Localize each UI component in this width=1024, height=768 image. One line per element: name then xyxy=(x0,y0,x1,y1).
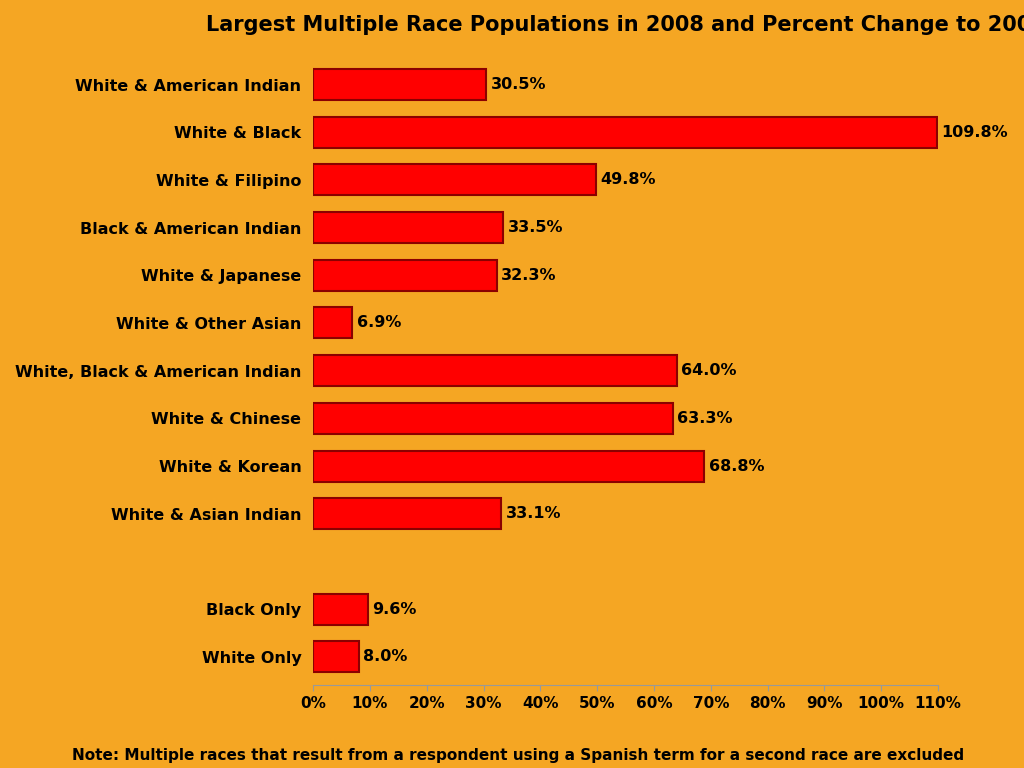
Text: 32.3%: 32.3% xyxy=(501,268,557,283)
Text: Note: Multiple races that result from a respondent using a Spanish term for a se: Note: Multiple races that result from a … xyxy=(72,748,964,763)
Bar xyxy=(313,641,358,672)
Text: 109.8%: 109.8% xyxy=(941,124,1008,140)
Text: 30.5%: 30.5% xyxy=(490,77,547,92)
Text: 33.5%: 33.5% xyxy=(508,220,563,235)
Bar xyxy=(313,69,486,100)
Bar xyxy=(313,403,673,434)
Bar xyxy=(313,451,705,482)
Title: Largest Multiple Race Populations in 2008 and Percent Change to 2008: Largest Multiple Race Populations in 200… xyxy=(206,15,1024,35)
Text: 6.9%: 6.9% xyxy=(357,316,401,330)
Text: 64.0%: 64.0% xyxy=(681,363,737,378)
Bar xyxy=(313,594,368,624)
Text: 68.8%: 68.8% xyxy=(709,458,764,474)
Bar xyxy=(313,307,352,339)
Text: 8.0%: 8.0% xyxy=(364,649,408,664)
Bar xyxy=(313,212,504,243)
Bar xyxy=(313,355,677,386)
Bar xyxy=(313,117,937,147)
Bar xyxy=(313,498,501,529)
Text: 9.6%: 9.6% xyxy=(373,601,417,617)
Text: 63.3%: 63.3% xyxy=(677,411,733,425)
Text: 49.8%: 49.8% xyxy=(601,173,656,187)
Bar xyxy=(313,260,497,291)
Text: 33.1%: 33.1% xyxy=(506,506,561,521)
Bar xyxy=(313,164,596,196)
